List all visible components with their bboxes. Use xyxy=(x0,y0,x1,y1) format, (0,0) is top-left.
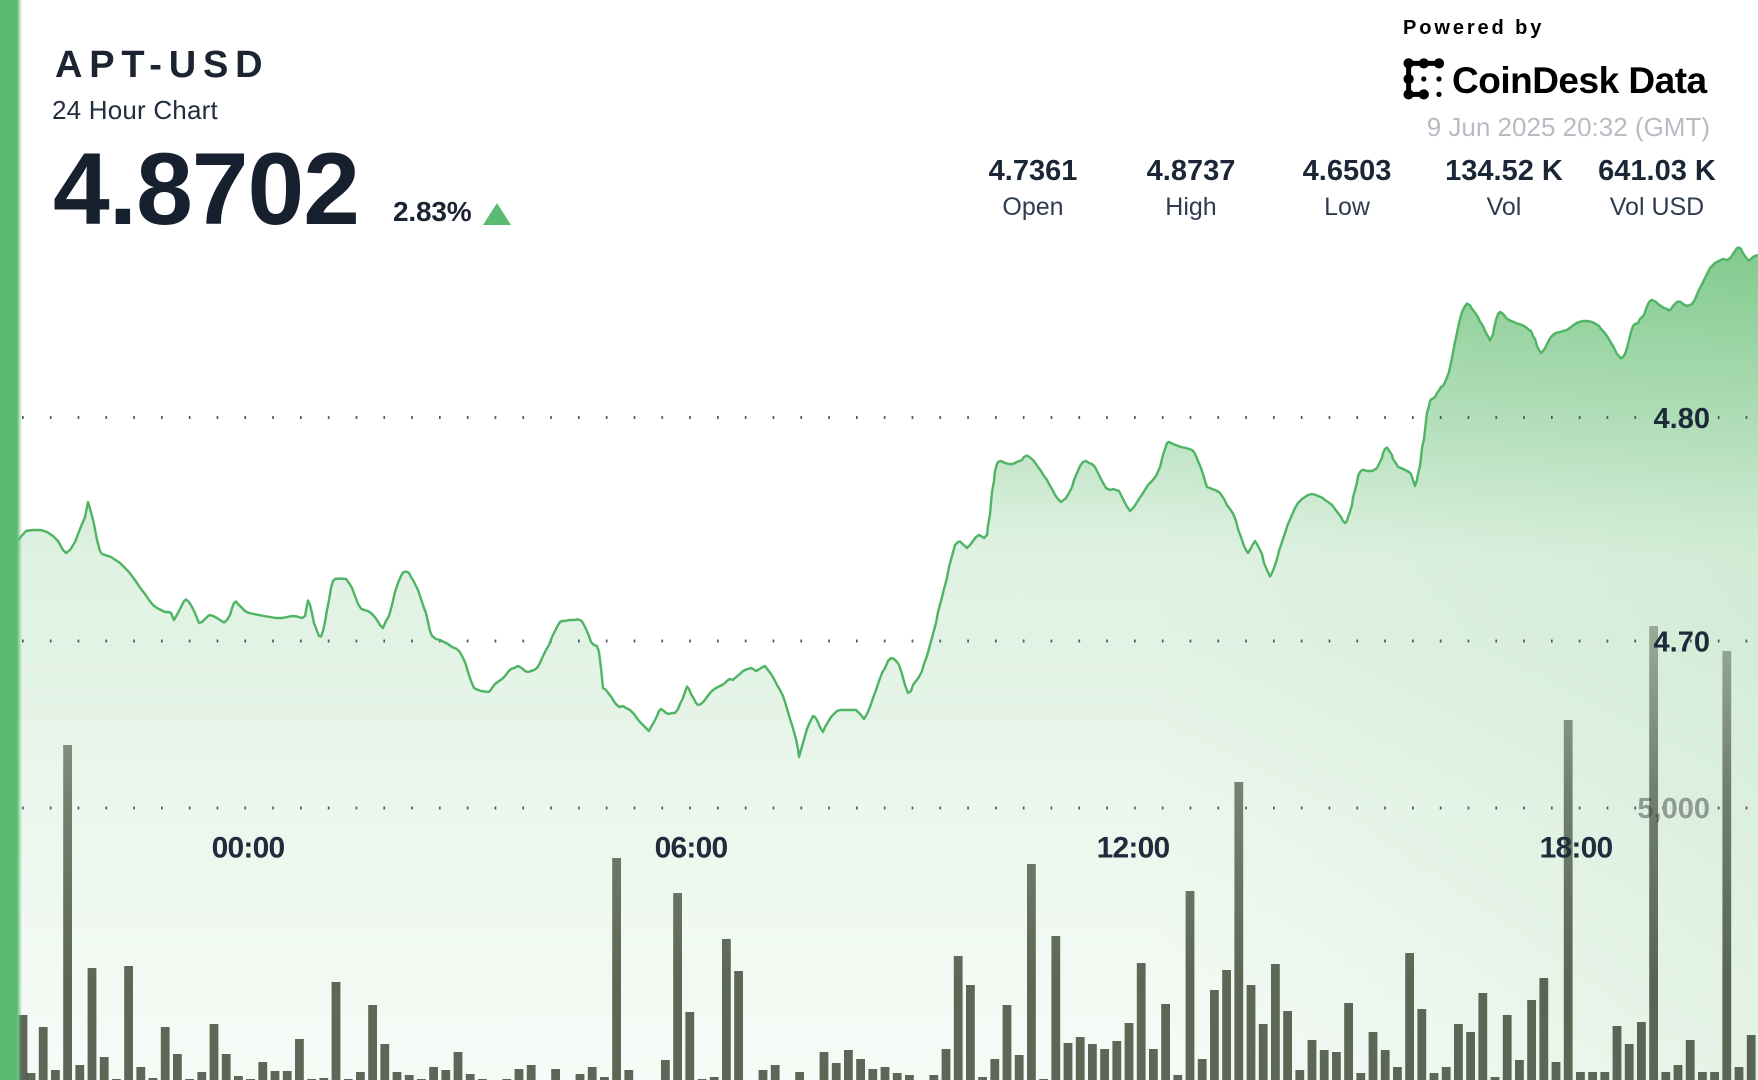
svg-text:5,000: 5,000 xyxy=(1637,793,1710,825)
svg-text:00:00: 00:00 xyxy=(212,832,285,865)
svg-text:18:00: 18:00 xyxy=(1540,832,1613,865)
svg-text:4.80: 4.80 xyxy=(1654,403,1710,435)
svg-text:06:00: 06:00 xyxy=(655,832,728,865)
svg-text:4.70: 4.70 xyxy=(1654,627,1710,659)
svg-text:12:00: 12:00 xyxy=(1097,832,1170,865)
